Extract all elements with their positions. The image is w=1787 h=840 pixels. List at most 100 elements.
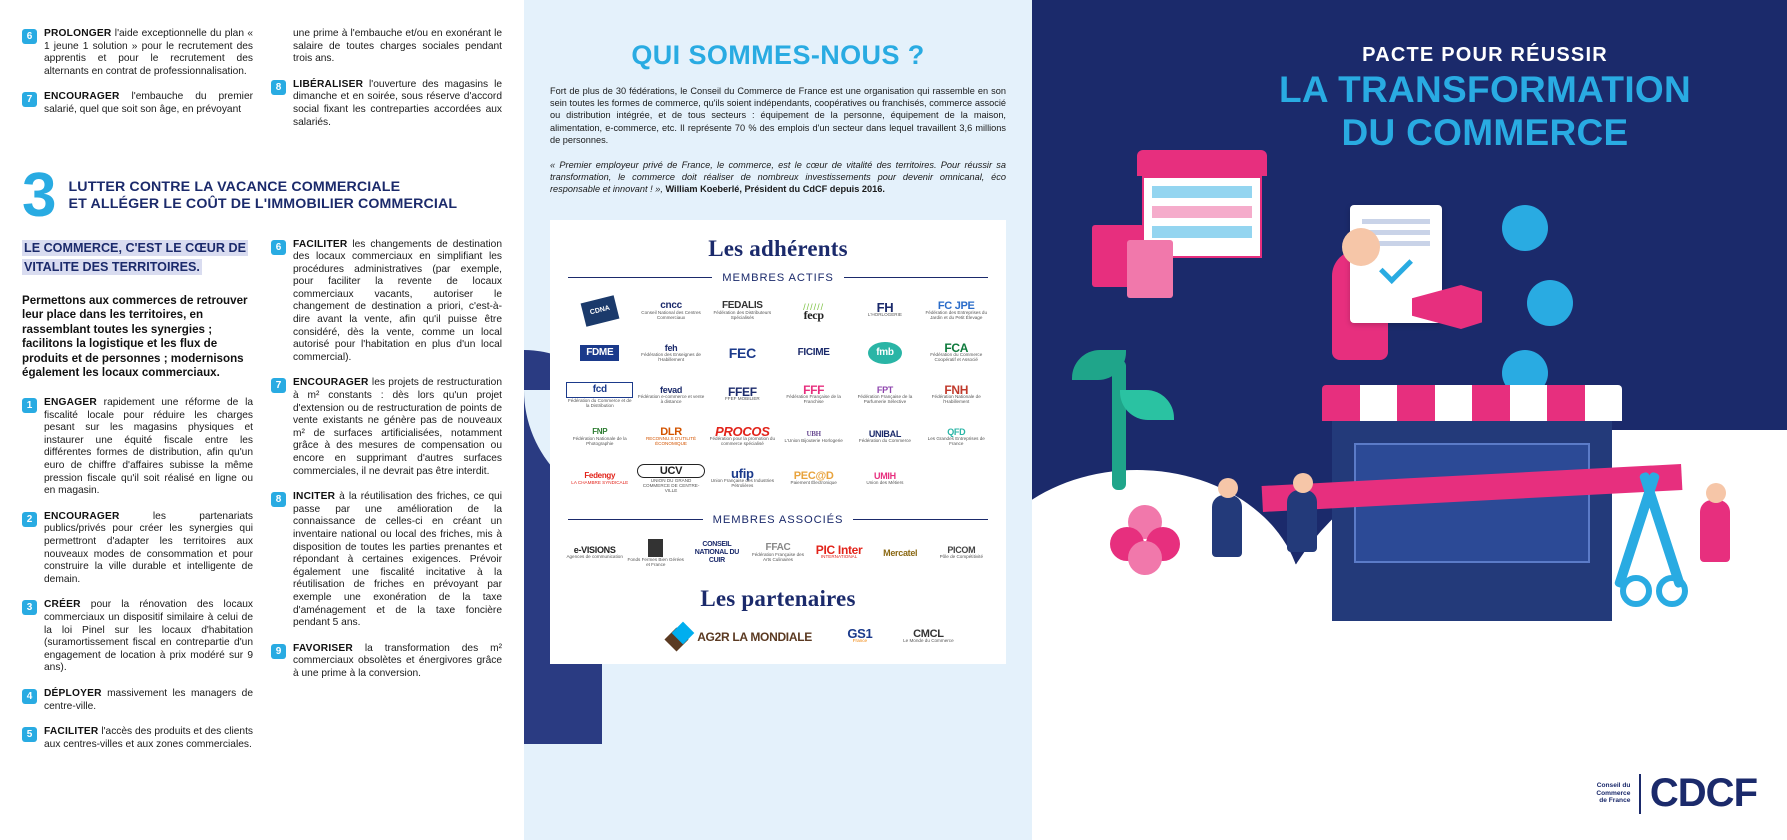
logo-item: CDNA <box>564 290 635 332</box>
item-text: ENCOURAGER les projets de restructuratio… <box>293 377 502 478</box>
logo-label: FC JPE <box>937 299 975 312</box>
item-keyword: CRÉER <box>44 599 81 611</box>
person-illustration <box>1212 495 1242 557</box>
person-head <box>1706 483 1726 503</box>
membres-actifs-divider: MEMBRES ACTIFS <box>568 272 988 284</box>
logo-item: Fedengy LA CHAMBRE SYNDICALE <box>564 458 635 500</box>
item-text: DÉPLOYER massivement les managers de cen… <box>44 688 253 713</box>
logo-label: CDNA <box>580 294 620 327</box>
logo-item: FC JPE Fédération des Entreprises du Jard… <box>921 290 992 332</box>
top-columns: 6 PROLONGER l'aide exceptionnelle du pla… <box>22 28 502 142</box>
logo-sublabel: Fédération Française des Arts Culinaires <box>751 551 805 562</box>
item-text: LIBÉRALISER l'ouverture des magasins le … <box>293 79 502 129</box>
item-keyword: ENGAGER <box>44 397 97 409</box>
list-item: 6 FACILITER les changements de destinati… <box>271 239 502 365</box>
cover-logo-wordmark: CDCF <box>1649 771 1758 815</box>
divider-line-right <box>853 519 988 521</box>
logo-grid-actifs-row3: fcd Fédération du Commerce et de la Distr… <box>564 374 992 416</box>
highlight-block: LE COMMERCE, C'EST LE CŒUR DE VITALITE D… <box>22 239 253 277</box>
logo-label: cncc <box>660 299 682 311</box>
item-keyword: FACILITER <box>44 726 99 738</box>
item-body: l'ouverture des magasins le dimanche et … <box>293 78 502 128</box>
logo-item: //////fecp <box>778 290 849 332</box>
section-title-line2: ET ALLÉGER LE COÛT DE L'IMMOBILIER COMME… <box>68 196 458 213</box>
logo-sublabel: Le Monde du Commerce <box>903 638 954 644</box>
kiosk-shelf <box>1152 186 1252 198</box>
item-body: la transformation des m² commerciaux obs… <box>293 642 502 679</box>
membres-associes-divider: MEMBRES ASSOCIÉS <box>568 514 988 526</box>
avatar-node-icon <box>1527 280 1573 326</box>
logo-item: FCA Fédération du Commerce Coopératif et … <box>921 332 992 374</box>
list-item: 1 ENGAGER rapidement une réforme de la f… <box>22 397 253 498</box>
logo-label: FPT <box>876 384 893 395</box>
logo-label: e-VISIONS <box>573 545 616 556</box>
lead-paragraph: Permettons aux commerces de retrouver le… <box>22 293 248 380</box>
item-number: 8 <box>271 79 286 95</box>
cover-logo-line2: Commerce <box>1596 789 1631 797</box>
item-text: FACILITER l'accès des produits et des cl… <box>44 726 253 751</box>
logo-sublabel: INTERNATIONAL <box>820 554 858 560</box>
logo-label: UMIH <box>874 471 896 482</box>
logo-label: Mercatel <box>883 547 918 558</box>
item-number: 6 <box>271 239 286 255</box>
logo-item: CONSEIL NATIONAL DU CUIR <box>686 532 747 574</box>
logo-label: CMCL <box>913 628 944 641</box>
logo-label: FEC <box>728 344 756 361</box>
item-keyword: PROLONGER <box>44 28 112 39</box>
logo-label: FEDALIS <box>722 299 763 311</box>
logo-sublabel: Union des Métiers <box>866 480 904 486</box>
item-text: CRÉER pour la rénovation des locaux comm… <box>44 599 253 675</box>
list-item: 8 INCITER à la réutilisation des friches… <box>271 491 502 630</box>
shopping-bag-illustration <box>1127 240 1173 298</box>
membres-associes-label: MEMBRES ASSOCIÉS <box>712 513 844 526</box>
item-number: 9 <box>271 643 286 659</box>
cover-logo-subtext: Conseil du Commerce de France <box>1596 782 1630 805</box>
white-base <box>1272 660 1787 840</box>
item-number: 6 <box>22 29 37 44</box>
item-body: une prime à l'embauche et/ou en exonéran… <box>293 28 502 65</box>
item-text: ENCOURAGER l'embauche du premier salarié… <box>44 91 253 116</box>
logo-item: Fonds Fermes Bien Gérées et France <box>625 532 686 574</box>
logo-item: DLR RECONNU.S D'UTILITÉ ÉCONOMIQUE <box>635 416 706 458</box>
logo-item: feh Fédération des Enseignes de l'Habille… <box>635 332 706 374</box>
item-number: 4 <box>22 688 37 704</box>
quote-attribution: William Koeberlé, Président du CdCF depu… <box>662 184 885 195</box>
logo-item: Mercatel <box>870 532 931 574</box>
center-panel: QUI SOMMES-NOUS ? Fort de plus de 30 féd… <box>524 0 1032 840</box>
logo-label: FNP <box>592 426 608 436</box>
person-illustration <box>1700 500 1730 562</box>
list-item: 7 ENCOURAGER l'embauche du premier salar… <box>22 91 253 116</box>
item-keyword: INCITER <box>293 491 336 503</box>
highlight-text: LE COMMERCE, C'EST LE CŒUR DE VITALITE D… <box>22 239 248 275</box>
cover-logo: Conseil du Commerce de France CDCF <box>1596 771 1758 816</box>
logo-item: FPT Fédération Française de la Parfumerie… <box>849 374 920 416</box>
item-body: les changements de destination des locau… <box>293 238 502 363</box>
item-text: PROLONGER l'aide exceptionnelle du plan … <box>44 28 253 78</box>
logo-grid-actifs-row4: FNP Fédération Nationale de la Photograph… <box>564 416 992 458</box>
logo-label: fevad <box>660 384 683 395</box>
logo-mark <box>648 538 664 557</box>
logo-item: cncc Conseil National des Centres Commerc… <box>635 290 706 332</box>
logo-sublabel: Fédération Nationale de la Photographie <box>572 435 627 446</box>
doc-line <box>1362 230 1430 235</box>
quote-paragraph: « Premier employeur privé de France, le … <box>550 159 1006 196</box>
item-body: l'aide exceptionnelle du plan « 1 jeune … <box>44 28 253 77</box>
item-text: ENGAGER rapidement une réforme de la fis… <box>44 397 253 498</box>
logo-item: CMCL Le Monde du Commerce <box>894 616 962 658</box>
item-number: 7 <box>271 378 286 394</box>
logo-label: feh <box>664 342 678 353</box>
left-panel: 6 PROLONGER l'aide exceptionnelle du pla… <box>0 0 524 840</box>
item-keyword: LIBÉRALISER <box>293 78 364 90</box>
page-title: QUI SOMMES-NOUS ? <box>631 40 925 70</box>
doc-line <box>1362 219 1430 224</box>
doc-line <box>1362 241 1430 246</box>
logo-item: FEDALIS Fédération des Distributeurs Spéc… <box>707 290 778 332</box>
logo-label: FCA <box>944 340 969 355</box>
logo-spacer <box>921 458 992 500</box>
logo-sublabel: Fédération Française de la Parfumerie Sé… <box>857 393 913 404</box>
logo-sublabel: Fédération Nationale de l'Habillement <box>931 393 981 404</box>
logo-item: FFF Fédération Française de la Franchise <box>778 374 849 416</box>
logo-grid-actifs-row1: CDNA cncc Conseil National des Centres Co… <box>564 290 992 332</box>
list-item: 9 FAVORISER la transformation des m² com… <box>271 643 502 681</box>
logo-item: UMIH Union des Métiers <box>849 458 920 500</box>
